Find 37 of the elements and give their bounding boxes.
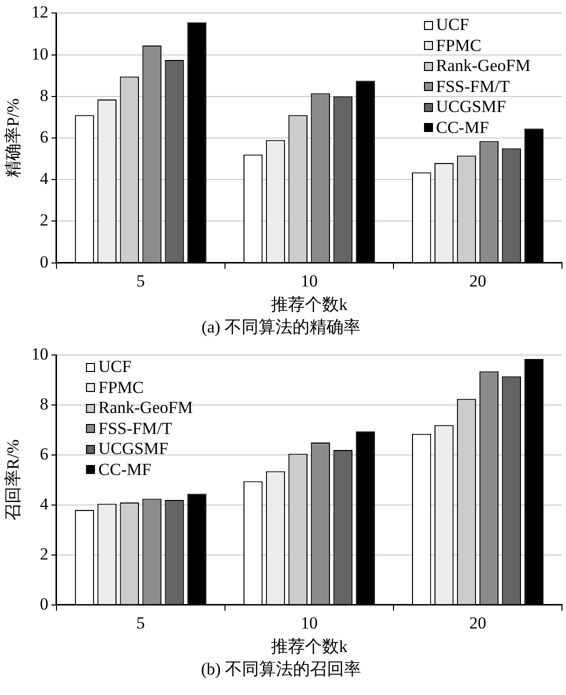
legend-label: Rank-GeoFM (436, 56, 530, 77)
y-tick-label: 10 (31, 344, 48, 364)
y-tick-label: 2 (40, 544, 48, 564)
y-axis-title: 精确率P/% (4, 98, 23, 178)
legend-label: FPMC (436, 36, 482, 56)
y-tick-label: 8 (40, 394, 48, 414)
legend-label: UCF (436, 15, 470, 36)
legend-label: UCGSMF (98, 439, 168, 460)
y-tick-label: 4 (40, 169, 49, 188)
y-axis-title: 召回率R/% (4, 439, 23, 521)
y-tick-label: 6 (40, 127, 48, 146)
legend-label: CC-MF (436, 118, 489, 138)
legend-label: UCGSMF (436, 97, 506, 118)
x-tick-label: 5 (136, 613, 145, 632)
y-tick-label: 6 (40, 444, 48, 464)
legend-label: UCF (98, 357, 132, 378)
x-axis-title: 推荐个数k (270, 636, 348, 656)
legend-label: Rank-GeoFM (98, 398, 193, 419)
text: (b) 不同算法的召回率 (200, 659, 362, 678)
text: (a) 不同算法的精确率 (201, 317, 361, 336)
x-tick-label: 20 (469, 613, 486, 632)
y-tick-label: 0 (40, 594, 48, 614)
y-tick-label: 0 (40, 252, 48, 272)
y-tick-label: 10 (31, 44, 48, 64)
y-tick-label: 8 (40, 86, 48, 105)
legend-label: FSS-FM/T (436, 76, 510, 98)
y-tick-label: 12 (31, 2, 48, 22)
x-tick-label: 10 (300, 613, 318, 632)
y-tick-label: 4 (40, 494, 49, 514)
x-axis-title: 推荐个数k (270, 294, 348, 314)
x-tick-label: 20 (469, 271, 486, 290)
x-tick-label: 10 (300, 271, 318, 290)
legend-label: FPMC (98, 378, 144, 398)
legend-label: CC-MF (98, 460, 152, 480)
y-tick-label: 2 (40, 210, 48, 230)
legend-label: FSS-FM/T (98, 418, 172, 440)
x-tick-label: 5 (136, 271, 145, 290)
